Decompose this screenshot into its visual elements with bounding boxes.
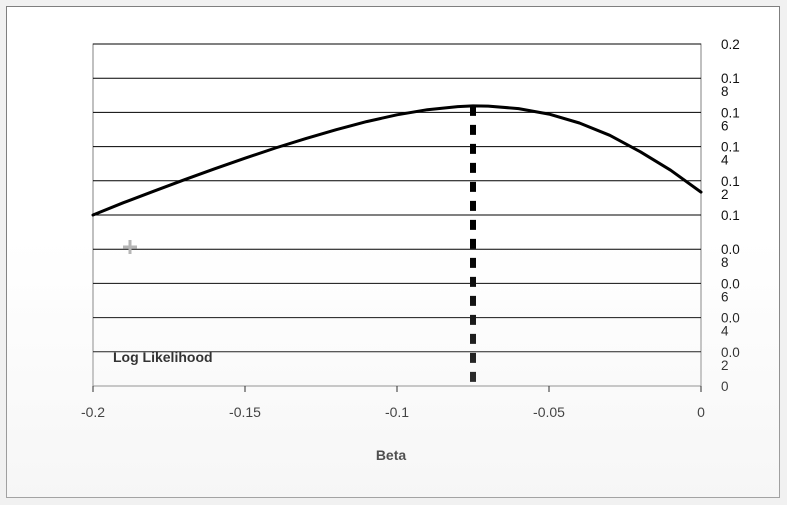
y-tick-label: 0.1	[721, 140, 740, 155]
x-tick-label: 0	[697, 404, 705, 420]
line-chart: -0.2 -0.15 -0.1 -0.05 0 00.020.040.060.080.1…	[81, 37, 740, 463]
crosshair-cursor-icon	[123, 240, 137, 254]
y-tick-label: 0.1	[721, 174, 740, 189]
y-tick-label: 0.1	[721, 208, 740, 223]
y-tick-label: 0.0	[721, 345, 740, 360]
y-tick-label: 8	[721, 84, 729, 99]
y-tick-label: 0.0	[721, 242, 740, 257]
y-tick-label: 8	[721, 255, 729, 270]
y-tick-label: 2	[721, 358, 729, 373]
y-tick-label: 0	[721, 379, 729, 394]
y-tick-label: 0.2	[721, 37, 740, 52]
y-tick-label: 0.1	[721, 71, 740, 86]
x-tick-label: -0.1	[385, 404, 409, 420]
x-axis-label: Beta	[376, 447, 407, 463]
series-group	[91, 104, 703, 217]
y-tick-label: 0.0	[721, 276, 740, 291]
y-tick-label: 6	[721, 289, 729, 304]
x-tick-label: -0.05	[533, 404, 565, 420]
y-axis-label: Log Likelihood	[113, 349, 213, 365]
y-tick-label: 0.0	[721, 311, 740, 326]
y-axis-tick-labels: 00.020.040.060.080.10.120.140.160.180.2	[721, 37, 740, 394]
x-tick-label: -0.2	[81, 404, 105, 420]
y-tick-label: 0.1	[721, 105, 740, 120]
y-tick-label: 4	[721, 324, 729, 339]
y-tick-label: 6	[721, 118, 729, 133]
series-line	[91, 104, 703, 217]
x-tick-label: -0.15	[229, 404, 261, 420]
y-tick-label: 2	[721, 187, 729, 202]
chart-frame: -0.2 -0.15 -0.1 -0.05 0 0 0.0 2 0.0 4 0.0 6 0.0 8 0.1…	[6, 6, 780, 498]
y-tick-label: 4	[721, 153, 729, 168]
grid-lines	[93, 43, 701, 353]
x-axis: -0.2 -0.15 -0.1 -0.05 0	[81, 386, 705, 420]
